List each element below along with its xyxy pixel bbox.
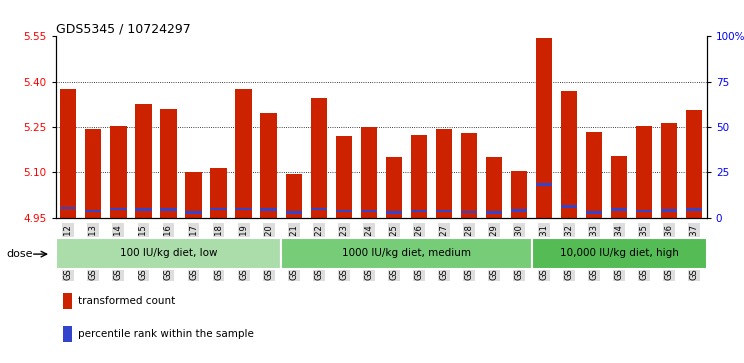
Bar bbox=[310, 98, 327, 218]
Bar bbox=[686, 110, 702, 218]
Text: percentile rank within the sample: percentile rank within the sample bbox=[78, 329, 254, 339]
Bar bbox=[60, 89, 77, 218]
Bar bbox=[486, 211, 502, 214]
FancyBboxPatch shape bbox=[531, 238, 707, 269]
Bar bbox=[561, 91, 577, 218]
Bar bbox=[686, 208, 702, 211]
Bar bbox=[336, 209, 352, 212]
Text: 1000 IU/kg diet, medium: 1000 IU/kg diet, medium bbox=[341, 248, 471, 258]
Bar bbox=[661, 209, 677, 212]
Bar bbox=[361, 209, 377, 212]
Bar bbox=[536, 38, 552, 218]
Bar bbox=[60, 207, 77, 209]
Bar bbox=[436, 129, 452, 218]
Bar bbox=[110, 208, 126, 210]
Bar bbox=[611, 208, 627, 211]
Bar bbox=[411, 135, 427, 218]
Text: 100 IU/kg diet, low: 100 IU/kg diet, low bbox=[120, 248, 217, 258]
Bar bbox=[411, 209, 427, 212]
Bar bbox=[235, 208, 251, 210]
Bar bbox=[385, 211, 402, 214]
Text: transformed count: transformed count bbox=[78, 296, 176, 306]
Bar bbox=[286, 174, 302, 218]
Bar bbox=[211, 168, 227, 218]
Bar bbox=[161, 109, 176, 218]
Bar bbox=[135, 104, 152, 218]
Bar bbox=[235, 89, 251, 218]
Bar bbox=[286, 211, 302, 214]
FancyBboxPatch shape bbox=[281, 238, 531, 269]
Bar bbox=[211, 208, 227, 210]
Bar bbox=[511, 171, 527, 218]
Bar bbox=[436, 209, 452, 212]
Bar bbox=[185, 172, 202, 218]
Bar bbox=[636, 209, 652, 212]
Bar bbox=[135, 208, 152, 211]
Bar bbox=[336, 136, 352, 218]
Bar bbox=[636, 126, 652, 218]
Bar bbox=[310, 208, 327, 210]
Bar bbox=[536, 183, 552, 186]
Text: dose: dose bbox=[6, 249, 33, 259]
Bar bbox=[185, 211, 202, 214]
Bar bbox=[611, 156, 627, 218]
Bar bbox=[586, 131, 602, 218]
FancyBboxPatch shape bbox=[56, 238, 281, 269]
Bar bbox=[110, 126, 126, 218]
Bar bbox=[161, 208, 176, 211]
Bar bbox=[86, 209, 101, 212]
Bar bbox=[586, 211, 602, 214]
Bar bbox=[511, 209, 527, 212]
Bar bbox=[260, 208, 277, 211]
Text: 10,000 IU/kg diet, high: 10,000 IU/kg diet, high bbox=[559, 248, 679, 258]
Bar bbox=[561, 205, 577, 208]
Bar bbox=[385, 157, 402, 218]
Bar bbox=[86, 129, 101, 218]
Bar bbox=[260, 113, 277, 218]
Bar bbox=[461, 133, 477, 218]
Bar bbox=[486, 157, 502, 218]
Bar bbox=[661, 123, 677, 218]
Text: GDS5345 / 10724297: GDS5345 / 10724297 bbox=[56, 22, 190, 35]
Bar bbox=[361, 127, 377, 218]
Bar bbox=[461, 211, 477, 213]
